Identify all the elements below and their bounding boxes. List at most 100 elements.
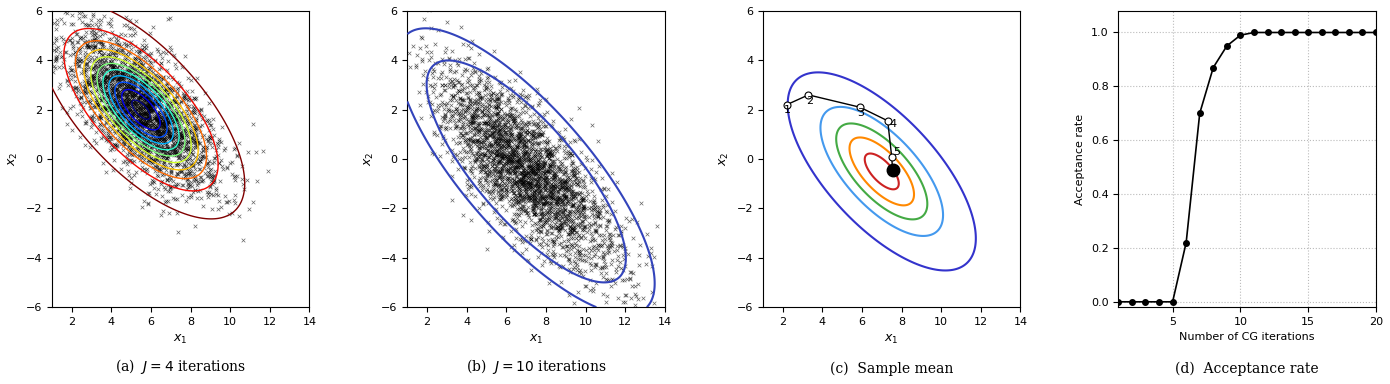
Point <box>185 144 207 150</box>
Point <box>115 82 138 88</box>
Point <box>446 117 468 123</box>
Point <box>157 74 179 80</box>
Point <box>541 188 563 194</box>
Point <box>164 99 186 106</box>
Point <box>421 89 443 95</box>
Point <box>488 158 510 164</box>
Point <box>126 132 149 139</box>
Point <box>168 145 190 151</box>
Point <box>466 105 488 111</box>
Point <box>517 94 539 101</box>
Point <box>478 159 500 165</box>
Point <box>557 255 580 262</box>
Point <box>507 94 530 101</box>
Point <box>474 163 496 169</box>
Point <box>186 139 208 145</box>
Point <box>167 143 189 149</box>
Point <box>517 192 539 198</box>
Point <box>556 194 578 200</box>
Point <box>503 242 525 248</box>
Point <box>516 149 538 156</box>
Point <box>140 86 163 92</box>
Point <box>96 99 118 105</box>
Point <box>152 120 174 126</box>
Point <box>199 119 221 126</box>
Point <box>500 180 523 187</box>
Point <box>100 23 122 29</box>
Point <box>520 141 542 147</box>
Point <box>183 166 206 172</box>
Point <box>491 203 513 209</box>
Point <box>543 183 566 189</box>
Point <box>100 105 122 111</box>
Point <box>491 174 513 180</box>
Point <box>564 224 587 230</box>
Point <box>478 169 500 175</box>
Point <box>174 92 196 98</box>
Point <box>510 148 532 154</box>
Point <box>500 175 523 181</box>
Point <box>89 65 111 71</box>
Point <box>517 164 539 170</box>
Point <box>106 142 128 149</box>
Point <box>486 151 509 157</box>
Point <box>457 149 480 155</box>
Point <box>535 167 557 174</box>
Point <box>441 97 463 103</box>
Point <box>592 202 614 208</box>
Point <box>478 102 500 108</box>
Point <box>492 184 514 190</box>
Point <box>509 200 531 206</box>
Point <box>506 122 528 128</box>
Point <box>157 101 179 108</box>
Point <box>464 165 486 171</box>
Point <box>175 166 197 172</box>
Point <box>138 109 160 116</box>
Point <box>477 91 499 97</box>
Point <box>121 126 143 132</box>
Point <box>146 131 168 137</box>
Point <box>120 84 142 90</box>
Point <box>448 140 470 146</box>
Point <box>596 219 619 225</box>
Point <box>177 139 199 145</box>
Point <box>202 116 224 122</box>
Point <box>557 231 580 237</box>
Point <box>552 200 574 207</box>
Point <box>471 174 493 180</box>
Point <box>35 30 57 36</box>
Point <box>113 104 135 110</box>
Point <box>168 100 190 106</box>
Point <box>541 161 563 167</box>
Point <box>559 260 581 266</box>
Point <box>128 131 150 137</box>
Point <box>182 173 204 179</box>
Point <box>510 181 532 187</box>
Point <box>480 121 502 127</box>
Point <box>114 103 136 109</box>
Point <box>548 263 570 269</box>
Point <box>478 132 500 138</box>
Point <box>106 98 128 104</box>
Point <box>142 164 164 170</box>
Point <box>182 106 204 112</box>
Point <box>584 228 606 234</box>
Point <box>63 51 85 57</box>
Point <box>606 247 628 253</box>
Point <box>520 197 542 203</box>
Point <box>505 169 527 175</box>
Point <box>97 104 120 110</box>
Point <box>491 170 513 177</box>
Point <box>509 170 531 177</box>
Point <box>139 181 161 187</box>
Point <box>179 139 202 146</box>
Point <box>129 106 152 112</box>
Point <box>163 84 185 90</box>
Point <box>158 133 181 139</box>
Point <box>496 119 518 125</box>
Point <box>90 88 113 94</box>
Point <box>128 48 150 55</box>
Point <box>431 82 453 88</box>
Point <box>103 83 125 89</box>
Point <box>468 138 491 144</box>
